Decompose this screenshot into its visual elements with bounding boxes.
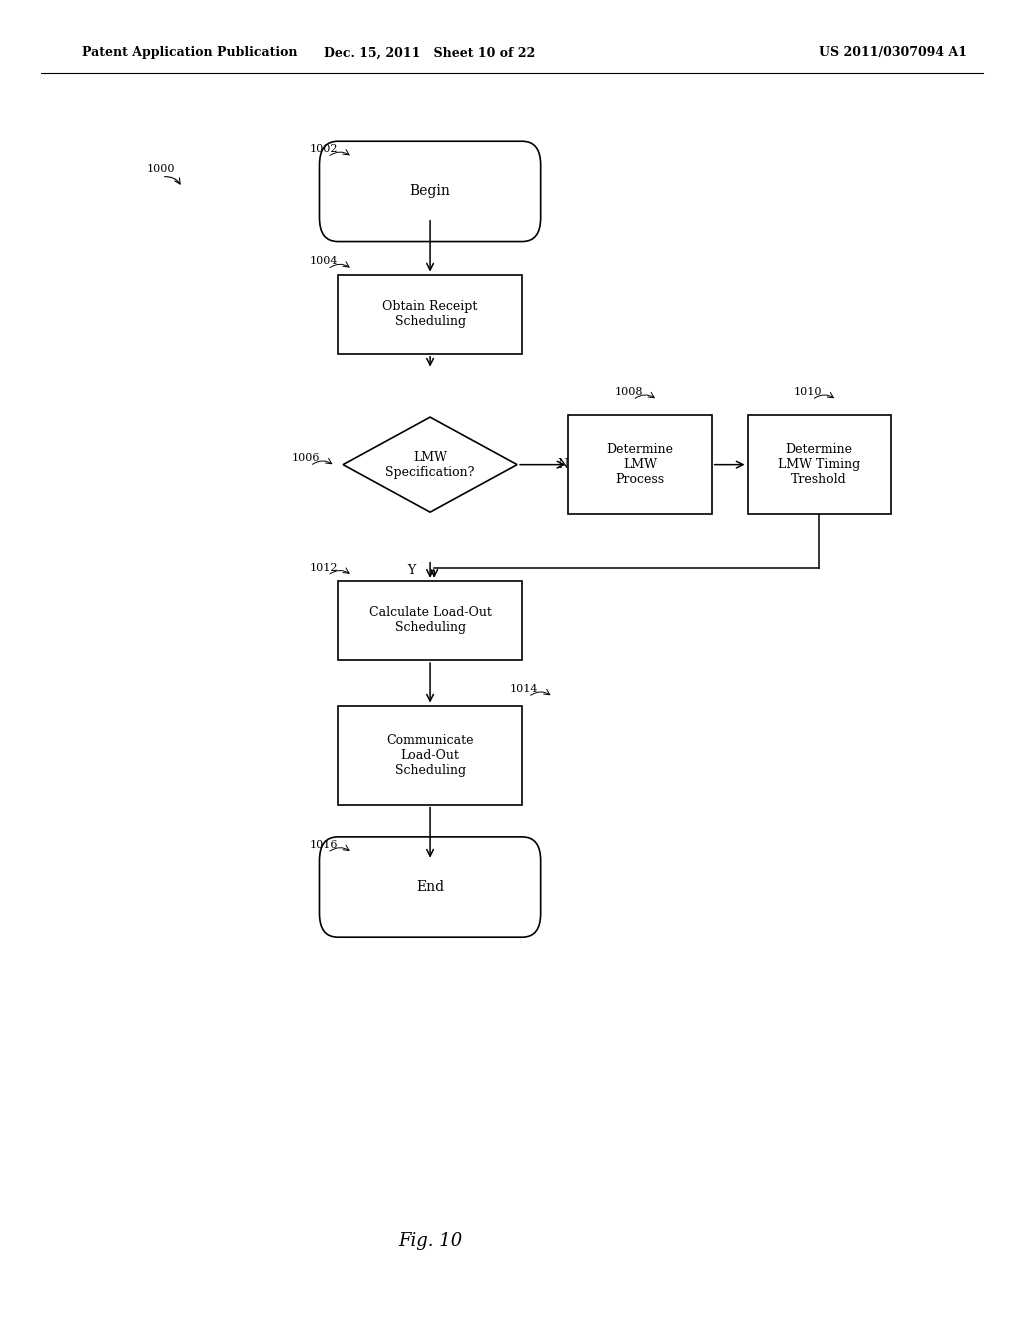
- Text: US 2011/0307094 A1: US 2011/0307094 A1: [819, 46, 968, 59]
- Text: 1004: 1004: [309, 256, 338, 267]
- Text: Determine
LMW Timing
Treshold: Determine LMW Timing Treshold: [778, 444, 860, 486]
- Text: Dec. 15, 2011   Sheet 10 of 22: Dec. 15, 2011 Sheet 10 of 22: [325, 46, 536, 59]
- FancyBboxPatch shape: [748, 414, 891, 513]
- Text: Begin: Begin: [410, 185, 451, 198]
- Text: N: N: [558, 458, 568, 471]
- Text: LMW
Specification?: LMW Specification?: [385, 450, 475, 479]
- Text: Fig. 10: Fig. 10: [398, 1232, 462, 1250]
- Text: 1010: 1010: [794, 387, 822, 397]
- FancyBboxPatch shape: [338, 581, 522, 660]
- Text: 1008: 1008: [614, 387, 643, 397]
- Text: 1000: 1000: [146, 164, 175, 174]
- Text: 1002: 1002: [309, 144, 338, 154]
- Text: Determine
LMW
Process: Determine LMW Process: [606, 444, 674, 486]
- Text: 1014: 1014: [510, 684, 539, 694]
- Polygon shape: [343, 417, 517, 512]
- FancyBboxPatch shape: [568, 414, 712, 513]
- Text: 1012: 1012: [309, 562, 338, 573]
- FancyBboxPatch shape: [338, 275, 522, 354]
- Text: Communicate
Load-Out
Scheduling: Communicate Load-Out Scheduling: [386, 734, 474, 776]
- Text: Patent Application Publication: Patent Application Publication: [82, 46, 297, 59]
- FancyBboxPatch shape: [319, 141, 541, 242]
- Text: Y: Y: [408, 564, 416, 577]
- Text: 1006: 1006: [292, 453, 321, 463]
- FancyBboxPatch shape: [338, 705, 522, 804]
- Text: 1016: 1016: [309, 840, 338, 850]
- Text: End: End: [416, 880, 444, 894]
- Text: Calculate Load-Out
Scheduling: Calculate Load-Out Scheduling: [369, 606, 492, 635]
- FancyBboxPatch shape: [319, 837, 541, 937]
- Text: Obtain Receipt
Scheduling: Obtain Receipt Scheduling: [382, 300, 478, 329]
